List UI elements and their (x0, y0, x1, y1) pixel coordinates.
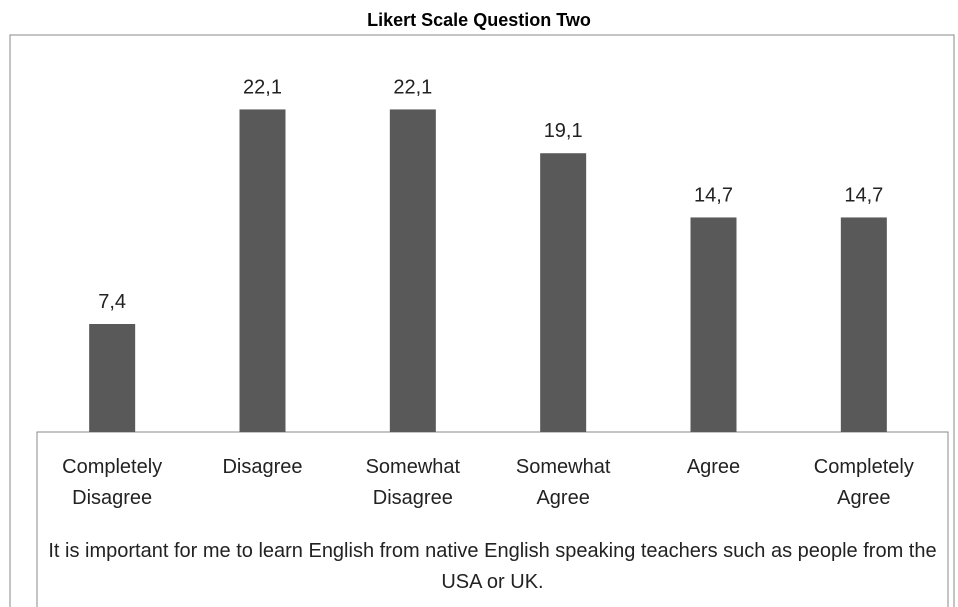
x-tick-label: Completely Agree (813, 456, 914, 509)
data-label: 19,1 (544, 120, 583, 142)
x-tick-label: Completely Disagree (62, 456, 163, 509)
data-label: 7,4 (98, 291, 126, 313)
bar (389, 109, 436, 432)
x-tick-label: Somewhat Disagree (365, 456, 461, 509)
x-tick-label: Disagree (222, 456, 303, 478)
data-label: 14,7 (694, 184, 733, 206)
bar (89, 323, 136, 432)
bar (840, 217, 887, 432)
bar (540, 153, 587, 433)
label-box (36, 431, 949, 607)
data-label: 22,1 (393, 76, 432, 98)
x-tick-label: Agree (686, 456, 741, 478)
chart-title: Likert Scale Question Two (367, 10, 591, 30)
data-label: 14,7 (844, 184, 883, 206)
x-tick-label: Somewhat Agree (515, 456, 611, 509)
bar (690, 217, 737, 432)
bar (239, 109, 286, 432)
x-axis-label: It is important for me to learn English … (48, 540, 937, 593)
data-label: 22,1 (243, 76, 282, 98)
plot-frame (9, 34, 955, 607)
